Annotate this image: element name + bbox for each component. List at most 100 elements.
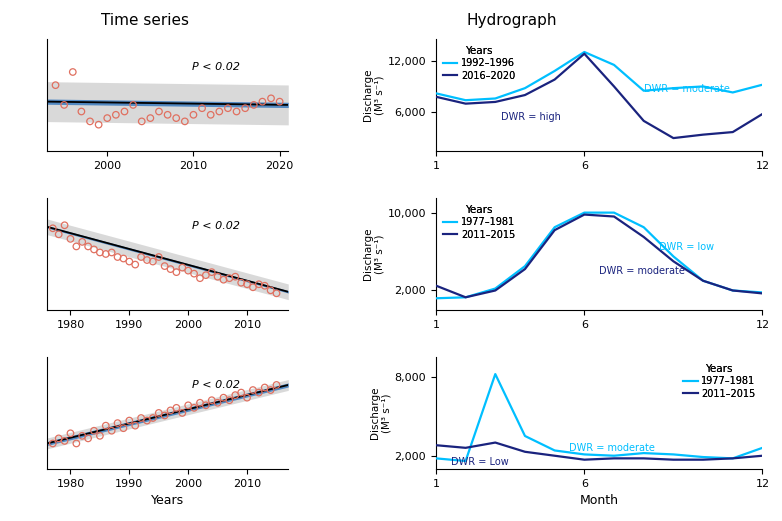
Y-axis label: Discharge
(M³ s⁻¹): Discharge (M³ s⁻¹) <box>370 387 392 439</box>
Point <box>213 107 225 116</box>
Point <box>164 406 177 415</box>
Point <box>59 221 71 229</box>
Point <box>241 280 253 289</box>
Point <box>82 434 95 442</box>
Point <box>70 439 83 448</box>
Point <box>88 427 100 435</box>
Point <box>135 117 148 126</box>
Point <box>52 434 65 442</box>
Point <box>52 230 65 239</box>
Legend: 1977–1981, 2011–2015: 1977–1981, 2011–2015 <box>441 203 518 242</box>
Point <box>206 396 218 404</box>
Point <box>106 427 118 435</box>
Point <box>109 110 122 119</box>
Point <box>235 279 247 287</box>
Point <box>188 269 200 278</box>
Point <box>182 401 195 410</box>
Point <box>159 262 171 270</box>
Text: Hydrograph: Hydrograph <box>467 13 558 28</box>
Point <box>187 110 199 119</box>
Point <box>182 266 195 275</box>
Legend: 1977–1981, 2011–2015: 1977–1981, 2011–2015 <box>681 362 758 401</box>
Point <box>76 432 88 440</box>
Text: P < 0.02: P < 0.02 <box>192 63 240 72</box>
Point <box>271 381 283 389</box>
Point <box>176 264 188 272</box>
Point <box>246 386 259 394</box>
Point <box>106 249 118 257</box>
Text: DWR = high: DWR = high <box>501 111 561 121</box>
Text: P < 0.02: P < 0.02 <box>192 380 240 390</box>
Point <box>94 249 106 257</box>
Point <box>239 104 252 113</box>
Point <box>88 245 100 254</box>
Point <box>152 107 165 116</box>
Point <box>82 242 95 251</box>
Point <box>152 409 165 417</box>
Point <box>135 253 147 261</box>
Point <box>146 257 159 266</box>
Point <box>178 117 191 126</box>
Point <box>135 414 147 422</box>
Point <box>259 383 271 392</box>
Point <box>117 424 130 432</box>
Point <box>221 104 234 113</box>
Point <box>129 421 142 430</box>
Point <box>265 94 278 103</box>
Point <box>141 256 153 264</box>
Point <box>164 265 177 274</box>
Point <box>64 429 77 438</box>
Point <box>264 286 277 294</box>
Point <box>253 389 265 397</box>
Point <box>196 104 208 113</box>
Point <box>94 432 106 440</box>
Point <box>49 81 62 89</box>
Point <box>123 416 135 425</box>
Point <box>241 393 253 402</box>
Point <box>129 260 142 269</box>
Point <box>47 224 59 232</box>
Point <box>229 272 242 281</box>
Point <box>59 437 71 445</box>
Point <box>229 391 242 399</box>
Point <box>194 399 206 407</box>
Text: DWR = moderate: DWR = moderate <box>569 443 655 453</box>
Point <box>123 257 135 266</box>
Point <box>99 421 112 430</box>
Text: DWR = moderate: DWR = moderate <box>644 84 730 94</box>
Point <box>259 281 271 290</box>
Point <box>64 234 77 243</box>
Y-axis label: Discharge
(M³ s⁻¹): Discharge (M³ s⁻¹) <box>364 228 385 280</box>
Point <box>223 274 235 282</box>
Point <box>235 389 247 397</box>
Text: DWR = moderate: DWR = moderate <box>599 266 685 276</box>
Point <box>118 107 131 116</box>
Point <box>223 396 235 404</box>
Point <box>211 399 224 407</box>
Point <box>84 117 96 126</box>
Text: P < 0.02: P < 0.02 <box>192 221 240 231</box>
Point <box>248 101 260 109</box>
Point <box>47 439 59 448</box>
Point <box>146 414 159 422</box>
Point <box>111 419 124 427</box>
Point <box>204 110 217 119</box>
Point <box>188 404 200 412</box>
Point <box>264 386 277 394</box>
Point <box>141 416 153 425</box>
Point <box>230 107 242 116</box>
Y-axis label: Discharge
(M³ s⁻¹): Discharge (M³ s⁻¹) <box>363 69 385 121</box>
Point <box>99 250 112 258</box>
Legend: 1992–1996, 2016–2020: 1992–1996, 2016–2020 <box>441 44 518 83</box>
X-axis label: Years: Years <box>151 494 184 507</box>
Point <box>76 238 88 246</box>
Point <box>75 107 88 116</box>
Text: DWR = low: DWR = low <box>658 242 714 252</box>
Point <box>111 253 124 261</box>
Point <box>246 283 259 291</box>
X-axis label: Month: Month <box>579 494 619 507</box>
Point <box>66 68 79 76</box>
Point <box>170 114 182 122</box>
Point <box>217 393 230 402</box>
Point <box>206 268 218 276</box>
